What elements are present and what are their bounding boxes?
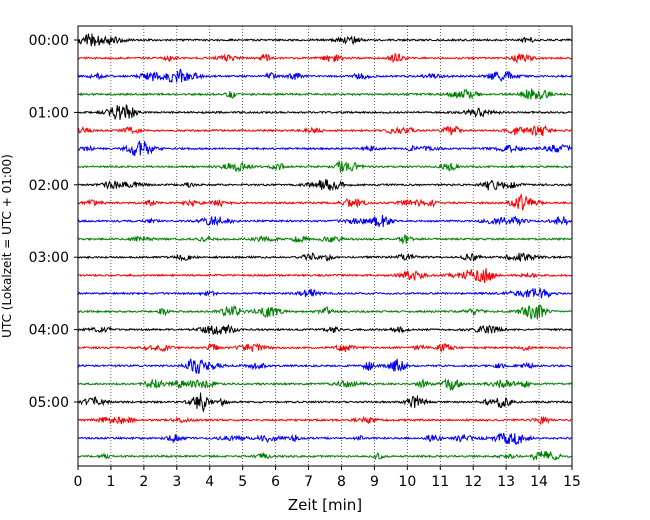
trace-row-13 xyxy=(77,268,572,284)
x-tick-label-14: 14 xyxy=(530,474,548,490)
x-tick-label-6: 6 xyxy=(271,474,280,490)
trace-row-21 xyxy=(77,415,572,426)
y-axis-ticks: 00:00 01:00 02:00 03:00 04:00 05:00 xyxy=(29,33,78,411)
x-tick-label-1: 1 xyxy=(106,474,115,490)
x-gridlines xyxy=(110,26,540,466)
x-tick-label-9: 9 xyxy=(370,474,379,490)
x-tick-label-0: 0 xyxy=(74,474,83,490)
y-tick-label-4: 04:00 xyxy=(29,323,69,339)
trace-row-9 xyxy=(77,192,572,211)
trace-row-3 xyxy=(77,88,572,101)
y-tick-label-0: 00:00 xyxy=(29,33,69,49)
x-tick-label-3: 3 xyxy=(172,474,181,490)
x-tick-label-11: 11 xyxy=(431,474,449,490)
trace-row-23 xyxy=(77,451,572,462)
x-tick-label-8: 8 xyxy=(337,474,346,490)
x-tick-label-10: 10 xyxy=(398,474,416,490)
traces xyxy=(77,33,572,462)
trace-row-22 xyxy=(77,432,572,446)
x-axis-ticks: 0 1 2 3 4 5 6 7 8 9 10 11 12 13 14 15 xyxy=(74,466,581,490)
y-axis-label: UTC (Lokalzeit = UTC + 01:00) xyxy=(0,154,14,338)
trace-row-20 xyxy=(77,392,572,413)
trace-row-5 xyxy=(77,124,572,137)
x-tick-label-12: 12 xyxy=(464,474,482,490)
trace-row-8 xyxy=(77,179,572,191)
trace-row-11 xyxy=(77,233,572,245)
trace-row-18 xyxy=(77,358,572,374)
trace-row-16 xyxy=(77,323,572,336)
x-tick-label-15: 15 xyxy=(563,474,581,490)
trace-row-1 xyxy=(77,52,572,64)
x-axis-label: Zeit [min] xyxy=(288,496,362,514)
y-tick-label-5: 05:00 xyxy=(29,395,69,411)
x-tick-label-4: 4 xyxy=(205,474,214,490)
x-tick-label-7: 7 xyxy=(304,474,313,490)
y-tick-label-1: 01:00 xyxy=(29,105,69,121)
trace-row-14 xyxy=(77,288,572,299)
trace-row-6 xyxy=(77,140,572,157)
trace-row-4 xyxy=(77,104,572,121)
plot-frame xyxy=(77,25,573,467)
x-tick-label-13: 13 xyxy=(497,474,515,490)
trace-row-19 xyxy=(77,377,572,391)
x-tick-label-5: 5 xyxy=(238,474,247,490)
trace-row-12 xyxy=(77,252,572,263)
trace-row-2 xyxy=(77,68,572,83)
trace-row-10 xyxy=(77,214,572,228)
trace-row-0 xyxy=(77,33,572,47)
trace-row-7 xyxy=(77,159,572,173)
trace-row-17 xyxy=(77,342,572,354)
y-tick-label-2: 02:00 xyxy=(29,178,69,194)
y-tick-label-3: 03:00 xyxy=(29,250,69,266)
trace-row-15 xyxy=(77,303,572,320)
x-tick-label-2: 2 xyxy=(139,474,148,490)
